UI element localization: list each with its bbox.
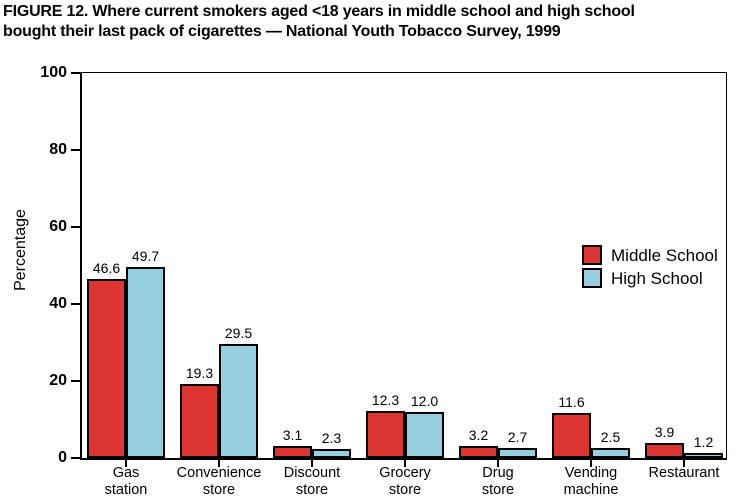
x-label-vending-machine: Vending machine (563, 465, 619, 498)
y-tick-label: 20 (49, 372, 67, 389)
legend: Middle School High School (582, 245, 718, 291)
y-tick (71, 303, 80, 305)
y-tick-label: 40 (49, 295, 67, 312)
y-tick (71, 149, 80, 151)
x-tick (218, 460, 220, 467)
x-label-drug-store: Drug store (481, 465, 515, 498)
x-tick (683, 460, 685, 467)
legend-item-high-school: High School (582, 268, 718, 288)
x-label-restaurant: Restaurant (648, 465, 720, 481)
x-tick (497, 460, 499, 467)
y-tick-label: 60 (49, 218, 67, 235)
bar-middle-school-grocery-store (366, 410, 405, 458)
value-label-middle-school-restaurant: 3.9 (654, 423, 675, 440)
x-tick (590, 460, 592, 467)
bar-middle-school-gas-station (87, 278, 126, 458)
x-tick (404, 460, 406, 467)
value-label-high-school-grocery-store: 12.0 (410, 392, 439, 409)
bar-high-school-vending-machine (591, 448, 630, 458)
bar-middle-school-drug-store (459, 445, 498, 458)
y-tick (71, 380, 80, 382)
bar-high-school-gas-station (126, 266, 165, 458)
figure-title-line2: bought their last pack of cigarettes — N… (3, 23, 561, 40)
legend-swatch-high-school (582, 268, 602, 288)
legend-item-middle-school: Middle School (582, 245, 718, 265)
value-label-high-school-drug-store: 2.7 (507, 428, 528, 445)
bar-middle-school-discount-store (273, 446, 312, 458)
x-label-convenience-store: Convenience store (176, 465, 262, 498)
value-label-middle-school-gas-station: 46.6 (92, 259, 121, 276)
value-label-middle-school-discount-store: 3.1 (282, 427, 303, 444)
bar-middle-school-restaurant (645, 443, 684, 458)
bar-middle-school-vending-machine (552, 413, 591, 458)
value-label-high-school-vending-machine: 2.5 (600, 429, 621, 446)
value-label-middle-school-vending-machine: 11.6 (558, 394, 585, 411)
x-label-discount-store: Discount store (283, 465, 341, 498)
x-tick (311, 460, 313, 467)
y-tick-label: 0 (58, 449, 67, 466)
legend-label-high-school: High School (611, 268, 703, 288)
bar-middle-school-convenience-store (180, 383, 219, 458)
bar-high-school-drug-store (498, 447, 537, 458)
value-label-middle-school-drug-store: 3.2 (468, 426, 489, 443)
legend-label-middle-school: Middle School (611, 245, 718, 265)
y-tick-label: 80 (49, 141, 67, 158)
value-label-high-school-convenience-store: 29.5 (224, 325, 253, 342)
bar-high-school-grocery-store (405, 411, 444, 458)
value-label-middle-school-grocery-store: 12.3 (371, 391, 400, 408)
bar-high-school-restaurant (684, 453, 723, 458)
bar-high-school-discount-store (312, 449, 351, 458)
value-label-high-school-discount-store: 2.3 (321, 430, 342, 447)
plot-area: 0 20 40 60 80 100 Gas station 46.6 49.7 Convenienc… (40, 64, 727, 498)
value-label-middle-school-convenience-store: 19.3 (185, 364, 214, 381)
x-label-grocery-store: Grocery store (379, 465, 431, 498)
y-tick (71, 226, 80, 228)
x-tick (125, 460, 127, 467)
y-tick (71, 72, 80, 74)
value-label-high-school-gas-station: 49.7 (131, 247, 160, 264)
y-tick (71, 457, 80, 459)
legend-swatch-middle-school (582, 245, 602, 265)
x-label-gas-station: Gas station (104, 465, 148, 498)
figure-title-line1: FIGURE 12. Where current smokers aged <1… (3, 3, 635, 20)
figure-title: FIGURE 12. Where current smokers aged <1… (3, 2, 748, 42)
value-label-high-school-restaurant: 1.2 (693, 434, 714, 451)
bar-high-school-convenience-store (219, 344, 258, 458)
y-tick-label: 100 (40, 64, 67, 81)
